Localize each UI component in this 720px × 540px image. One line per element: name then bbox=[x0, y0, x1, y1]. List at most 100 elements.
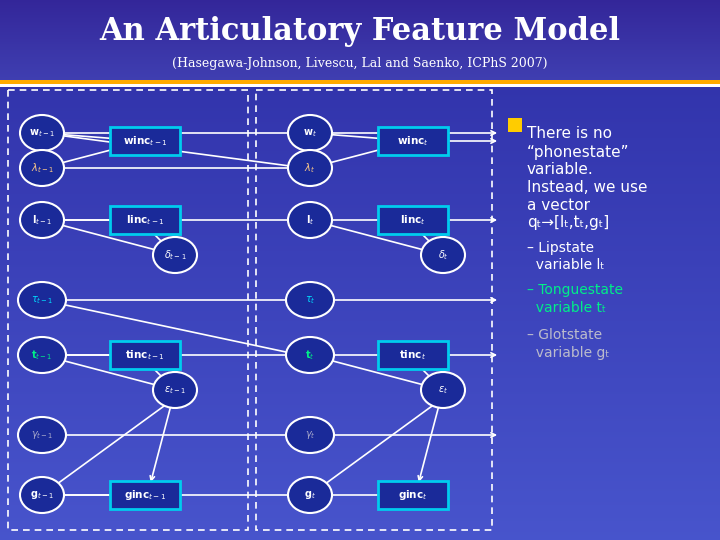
Bar bbox=[0, 362, 720, 364]
Bar bbox=[0, 505, 720, 508]
Text: There is no: There is no bbox=[527, 125, 612, 140]
Bar bbox=[0, 189, 720, 192]
Bar bbox=[0, 11, 720, 14]
Text: $\varepsilon_t$: $\varepsilon_t$ bbox=[438, 384, 448, 396]
Bar bbox=[0, 219, 720, 221]
Bar bbox=[0, 55, 720, 57]
Text: $\tau_{t-1}$: $\tau_{t-1}$ bbox=[31, 294, 53, 306]
Bar bbox=[0, 324, 720, 327]
Bar bbox=[0, 408, 720, 410]
Bar bbox=[0, 265, 720, 267]
Bar bbox=[0, 94, 720, 97]
Bar bbox=[0, 119, 720, 122]
Text: variable tₜ: variable tₜ bbox=[527, 301, 606, 315]
Bar bbox=[0, 316, 720, 319]
Bar bbox=[0, 108, 720, 111]
Bar bbox=[0, 375, 720, 378]
Bar bbox=[0, 259, 720, 262]
Ellipse shape bbox=[288, 202, 332, 238]
Bar bbox=[0, 313, 720, 316]
Bar bbox=[0, 383, 720, 386]
FancyBboxPatch shape bbox=[378, 481, 448, 509]
Bar bbox=[0, 122, 720, 124]
Bar bbox=[0, 81, 720, 84]
Bar bbox=[0, 213, 720, 216]
Bar bbox=[0, 181, 720, 184]
Text: linc$_{t-1}$: linc$_{t-1}$ bbox=[126, 213, 164, 227]
Bar bbox=[0, 356, 720, 359]
Bar bbox=[0, 178, 720, 181]
Bar bbox=[0, 159, 720, 162]
FancyBboxPatch shape bbox=[110, 481, 180, 509]
Text: $\lambda_{t-1}$: $\lambda_{t-1}$ bbox=[30, 161, 53, 175]
Bar bbox=[0, 22, 720, 23]
FancyBboxPatch shape bbox=[110, 206, 180, 234]
Text: l$_t$: l$_t$ bbox=[306, 213, 314, 227]
Bar bbox=[0, 53, 720, 55]
Bar bbox=[0, 73, 720, 76]
Bar bbox=[0, 502, 720, 505]
Bar bbox=[0, 113, 720, 116]
Bar bbox=[0, 49, 720, 51]
Bar bbox=[0, 424, 720, 427]
Bar bbox=[0, 19, 720, 22]
Bar bbox=[0, 143, 720, 146]
Ellipse shape bbox=[18, 337, 66, 373]
Ellipse shape bbox=[421, 372, 465, 408]
Bar bbox=[0, 24, 720, 27]
Bar bbox=[0, 82, 720, 84]
Text: $\gamma_{t-1}$: $\gamma_{t-1}$ bbox=[31, 429, 53, 441]
Text: $\varepsilon_{t-1}$: $\varepsilon_{t-1}$ bbox=[164, 384, 186, 396]
Bar bbox=[0, 521, 720, 524]
Text: – Tonguestate: – Tonguestate bbox=[527, 283, 623, 297]
Bar bbox=[0, 373, 720, 375]
Bar bbox=[0, 35, 720, 38]
Bar bbox=[0, 397, 720, 400]
Bar bbox=[0, 494, 720, 497]
Bar bbox=[0, 470, 720, 472]
Bar bbox=[0, 526, 720, 529]
Bar bbox=[0, 124, 720, 127]
Bar bbox=[0, 416, 720, 418]
Bar bbox=[0, 116, 720, 119]
Bar bbox=[0, 200, 720, 202]
Bar bbox=[0, 15, 720, 17]
Bar bbox=[0, 346, 720, 348]
Text: $\delta_t$: $\delta_t$ bbox=[438, 248, 449, 262]
Bar bbox=[0, 216, 720, 219]
Ellipse shape bbox=[20, 115, 64, 151]
Bar bbox=[0, 367, 720, 370]
Bar bbox=[0, 448, 720, 451]
Bar bbox=[0, 456, 720, 459]
Bar bbox=[0, 173, 720, 176]
Bar bbox=[0, 208, 720, 211]
Ellipse shape bbox=[286, 337, 334, 373]
Text: t$_{t-1}$: t$_{t-1}$ bbox=[31, 348, 53, 362]
Bar bbox=[0, 194, 720, 197]
Bar bbox=[0, 127, 720, 130]
Bar bbox=[0, 418, 720, 421]
Bar bbox=[0, 151, 720, 154]
FancyBboxPatch shape bbox=[378, 341, 448, 369]
Bar bbox=[0, 462, 720, 464]
Bar bbox=[0, 483, 720, 486]
Ellipse shape bbox=[286, 417, 334, 453]
Bar bbox=[0, 186, 720, 189]
Bar bbox=[0, 489, 720, 491]
Bar bbox=[0, 464, 720, 467]
Bar bbox=[0, 154, 720, 157]
Bar bbox=[0, 20, 720, 22]
Bar bbox=[0, 70, 720, 73]
Text: An Articulatory Feature Model: An Articulatory Feature Model bbox=[99, 16, 621, 47]
Bar bbox=[0, 68, 720, 70]
Ellipse shape bbox=[288, 477, 332, 513]
Ellipse shape bbox=[20, 202, 64, 238]
Bar bbox=[0, 162, 720, 165]
Text: a vector: a vector bbox=[527, 198, 590, 213]
Text: winc$_t$: winc$_t$ bbox=[397, 134, 429, 148]
Bar bbox=[0, 256, 720, 259]
Bar bbox=[0, 392, 720, 394]
Bar bbox=[0, 44, 720, 45]
Bar bbox=[0, 65, 720, 68]
Text: g$_t$: g$_t$ bbox=[304, 489, 316, 501]
